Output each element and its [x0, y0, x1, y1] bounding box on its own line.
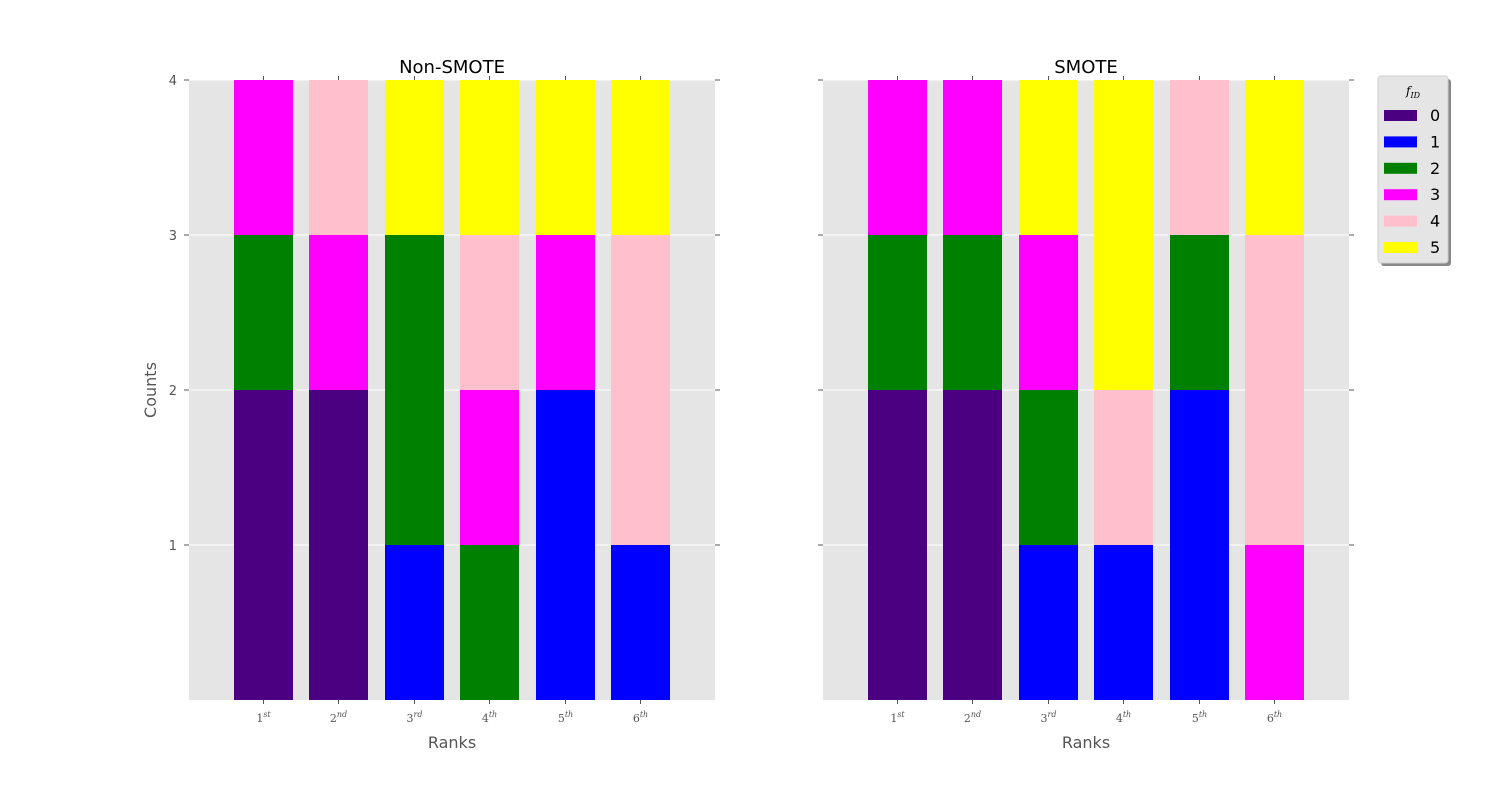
- bar-segment-rank-3-fid-1: [385, 545, 444, 700]
- x-tick-label: 1st: [256, 710, 271, 725]
- bar-segment-rank-6-fid-4: [1245, 235, 1304, 545]
- bar-segment-rank-2-fid-3: [309, 235, 368, 390]
- y-tick-label: 2: [169, 384, 177, 399]
- legend-label-1: 1: [1430, 132, 1440, 151]
- bar-segment-rank-1-fid-2: [868, 235, 927, 390]
- bar-segment-rank-4-fid-4: [1094, 390, 1153, 545]
- x-tick-label: 5th: [558, 710, 573, 725]
- bar-segment-rank-6-fid-5: [1245, 80, 1304, 235]
- x-tick-label: 3rd: [407, 710, 423, 725]
- x-axis-label: Ranks: [1062, 733, 1110, 752]
- bar-segment-rank-3-fid-5: [385, 80, 444, 235]
- bar-segment-rank-2-fid-4: [309, 80, 368, 235]
- bar-segment-rank-2-fid-2: [943, 235, 1002, 390]
- y-tick-label: 3: [169, 229, 177, 244]
- bar-segment-rank-3-fid-3: [1019, 235, 1078, 390]
- x-tick-label: 3rd: [1041, 710, 1057, 725]
- bar-segment-rank-4-fid-2: [460, 545, 519, 700]
- x-tick-label: 2nd: [330, 710, 347, 725]
- legend-label-2: 2: [1430, 159, 1440, 178]
- y-tick-label: 4: [169, 74, 177, 89]
- x-tick-label: 2nd: [964, 710, 981, 725]
- bar-segment-rank-2-fid-0: [943, 390, 1002, 700]
- bar-segment-rank-1-fid-0: [234, 390, 293, 700]
- bar-segment-rank-4-fid-3: [460, 390, 519, 545]
- bar-segment-rank-1-fid-3: [868, 80, 927, 235]
- legend-title: fID: [1405, 84, 1421, 100]
- bar-segment-rank-4-fid-5: [460, 80, 519, 235]
- legend-swatch-1: [1384, 136, 1417, 148]
- bar-segment-rank-5-fid-5: [536, 80, 595, 235]
- bar-segment-rank-1-fid-3: [234, 80, 293, 235]
- legend-label-0: 0: [1430, 106, 1440, 125]
- legend-swatch-3: [1384, 189, 1417, 201]
- bar-segment-rank-5-fid-1: [536, 390, 595, 700]
- bar-segment-rank-4-fid-5: [1094, 80, 1153, 390]
- x-tick-label: 4th: [482, 710, 497, 725]
- legend-swatch-5: [1384, 242, 1417, 253]
- bar-segment-rank-3-fid-5: [1019, 80, 1078, 235]
- legend-swatch-2: [1384, 162, 1417, 174]
- x-tick-label: 5th: [1192, 710, 1207, 725]
- x-tick-label: 6th: [633, 710, 648, 725]
- y-axis-label: Counts: [141, 362, 160, 418]
- bar-segment-rank-1-fid-2: [234, 235, 293, 390]
- bar-segment-rank-3-fid-2: [385, 235, 444, 545]
- x-tick-label: 6th: [1267, 710, 1282, 725]
- bar-segment-rank-5-fid-2: [1170, 235, 1229, 390]
- bar-segment-rank-5-fid-3: [536, 235, 595, 390]
- x-tick-label: 4th: [1116, 710, 1131, 725]
- y-tick-label: 1: [169, 539, 177, 554]
- bar-segment-rank-4-fid-1: [1094, 545, 1153, 700]
- x-axis-label: Ranks: [428, 733, 476, 752]
- legend-label-4: 4: [1430, 212, 1440, 231]
- legend: fID 0 1 2 3 4 5: [1377, 75, 1451, 266]
- x-tick-label: 1st: [890, 710, 905, 725]
- bar-segment-rank-3-fid-1: [1019, 545, 1078, 700]
- legend-swatch-0: [1384, 110, 1417, 121]
- chart-title: Non-SMOTE: [399, 57, 505, 78]
- bar-segment-rank-5-fid-1: [1170, 390, 1229, 700]
- bar-segment-rank-2-fid-0: [309, 390, 368, 700]
- bar-segment-rank-3-fid-2: [1019, 390, 1078, 545]
- bar-segment-rank-5-fid-4: [1170, 80, 1229, 235]
- bar-segment-rank-6-fid-1: [611, 545, 670, 700]
- legend-label-3: 3: [1430, 185, 1440, 204]
- bar-segment-rank-6-fid-5: [611, 80, 670, 235]
- bar-segment-rank-6-fid-3: [1245, 545, 1304, 700]
- bar-segment-rank-6-fid-4: [611, 235, 670, 545]
- chart-title: SMOTE: [1054, 57, 1118, 78]
- panel-smote: 1st 2nd 3rd 4th 5th 6th SMOTE Ranks: [818, 57, 1354, 752]
- panel-non-smote: 1st 2nd 3rd 4th 5th 6th 1 2 3 4 Non-SMOTE Ranks Coun…: [141, 57, 720, 752]
- bar-segment-rank-1-fid-0: [868, 390, 927, 700]
- legend-swatch-4: [1384, 215, 1417, 227]
- bar-segment-rank-4-fid-4: [460, 235, 519, 390]
- legend-label-5: 5: [1430, 238, 1440, 257]
- bar-segment-rank-2-fid-3: [943, 80, 1002, 235]
